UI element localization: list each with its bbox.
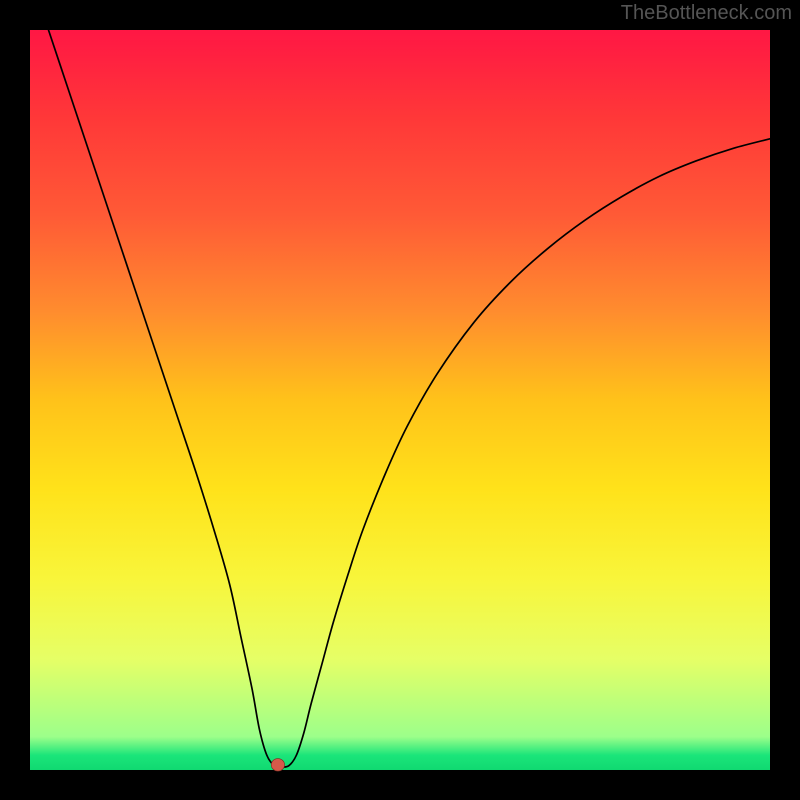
bottleneck-chart: [0, 0, 800, 800]
chart-container: TheBottleneck.com: [0, 0, 800, 800]
plot-background: [30, 30, 770, 770]
minimum-marker: [271, 759, 284, 772]
watermark-text: TheBottleneck.com: [621, 2, 792, 25]
